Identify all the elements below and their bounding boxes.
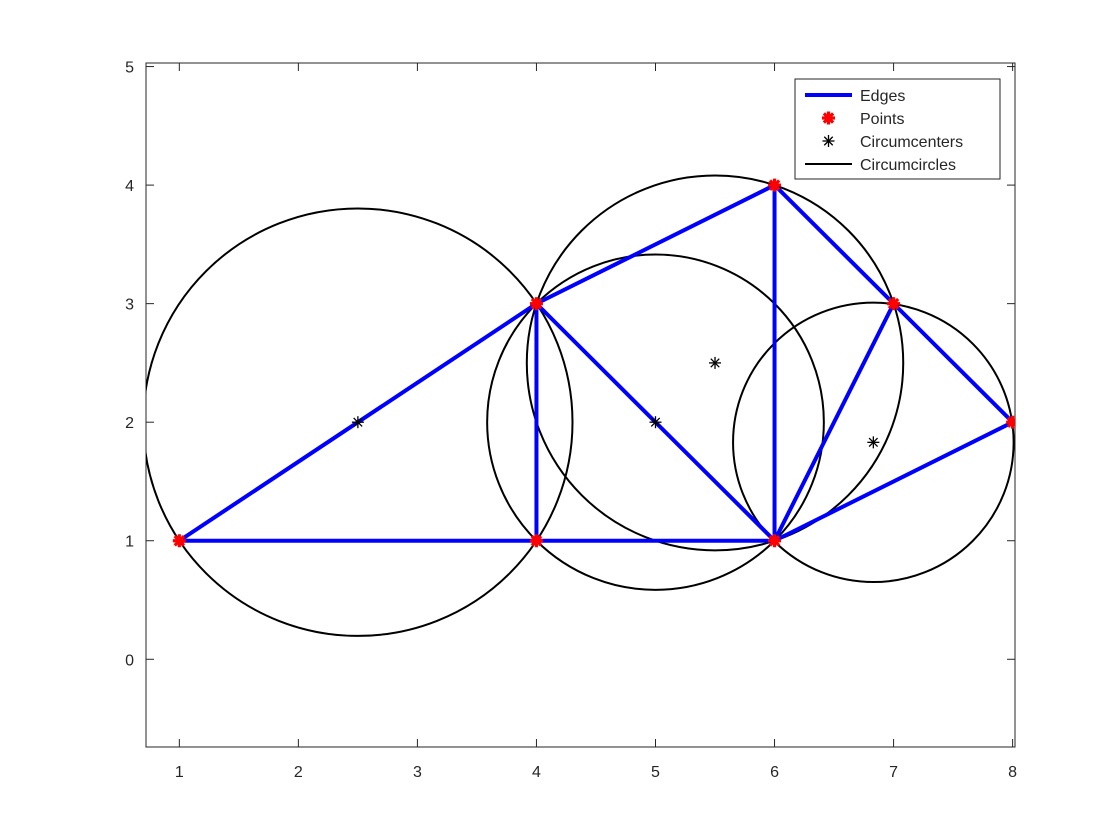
point <box>172 534 186 548</box>
x-tick-label: 5 <box>651 764 660 781</box>
y-tick-label: 1 <box>125 534 134 551</box>
data-layer <box>146 174 1015 637</box>
points <box>172 178 1015 548</box>
circumcenter <box>649 416 662 429</box>
marker-stroke <box>650 417 661 427</box>
legend-label: Circumcenters <box>860 134 963 151</box>
y-tick-label: 4 <box>125 178 134 195</box>
circumcircle <box>486 253 825 591</box>
x-tick-label: 4 <box>532 764 541 781</box>
marker-stroke <box>768 535 781 547</box>
edge <box>772 420 1015 543</box>
x-tick-label: 7 <box>889 764 898 781</box>
y-tick-label: 0 <box>125 652 134 669</box>
axis-tick-labels: 1 2 3 4 5 6 7 8 0 1 2 3 4 5 <box>125 60 1017 781</box>
axis-ticks <box>146 63 1015 747</box>
marker-stroke <box>530 297 543 310</box>
circumcircle <box>525 174 905 552</box>
y-tick-label: 5 <box>125 60 134 77</box>
circumcenter <box>351 416 364 429</box>
marker-stroke <box>823 136 834 146</box>
edge <box>772 183 896 306</box>
x-tick-label: 1 <box>175 764 184 781</box>
point <box>768 534 782 548</box>
marker-stroke <box>173 535 186 547</box>
marker-stroke <box>768 179 781 191</box>
marker-stroke <box>710 358 720 368</box>
y-tick-label: 2 <box>125 415 134 432</box>
edge <box>772 301 896 543</box>
circumcircle <box>146 207 574 637</box>
point <box>529 297 543 311</box>
legend-circumcenters-swatch <box>822 135 835 147</box>
marker-stroke <box>868 437 879 448</box>
circumcenter <box>867 436 880 449</box>
circumcircle <box>732 301 1015 584</box>
circumcircles <box>146 174 1015 637</box>
edge <box>891 301 1015 425</box>
point <box>887 297 901 311</box>
point <box>768 178 782 192</box>
legend-label: Circumcircles <box>860 157 956 174</box>
x-tick-label: 3 <box>413 764 422 781</box>
marker-stroke <box>353 417 363 427</box>
x-tick-label: 2 <box>294 764 303 781</box>
legend-label: Points <box>860 111 904 128</box>
x-tick-label: 6 <box>770 764 779 781</box>
point <box>529 534 543 548</box>
marker-stroke <box>887 297 900 310</box>
marker-stroke <box>530 535 543 547</box>
y-tick-label: 3 <box>125 297 134 314</box>
circumcenters <box>351 356 880 449</box>
legend-label: Edges <box>860 88 905 105</box>
x-tick-label: 8 <box>1008 764 1017 781</box>
edge <box>534 183 777 306</box>
point <box>1006 415 1015 429</box>
legend: Edges Points Circumcenters Circumcircles <box>794 78 1001 180</box>
circumcenter <box>709 356 722 369</box>
marker-stroke <box>822 112 835 124</box>
legend-points-swatch <box>822 111 835 125</box>
marker-stroke <box>1006 417 1015 428</box>
